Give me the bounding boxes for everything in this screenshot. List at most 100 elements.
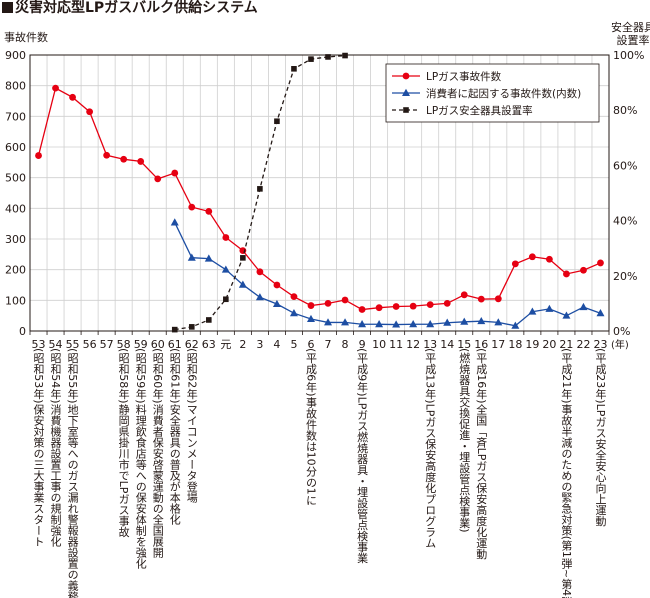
annotation-text: (平成21年)事故半減のための緊急対策(第1弾~第4弾) xyxy=(560,348,573,598)
y-tick-label-right: 60% xyxy=(613,159,637,172)
data-point xyxy=(240,255,246,261)
data-point xyxy=(341,296,349,304)
data-point xyxy=(257,186,263,192)
x-tick-label: 9 xyxy=(359,338,366,351)
data-point xyxy=(171,169,179,177)
x-tick-label: 4 xyxy=(273,338,280,351)
series xyxy=(35,52,605,333)
y-tick-label-left: 800 xyxy=(5,80,26,93)
x-tick-label: 11 xyxy=(389,338,403,351)
data-point xyxy=(494,318,503,326)
x-tick-label: 56 xyxy=(83,338,97,351)
annotation-text: (平成9年)LPガス燃焼器具・埋設管点検事業 xyxy=(356,348,369,563)
data-point xyxy=(402,72,410,80)
data-point xyxy=(375,304,383,312)
data-point xyxy=(597,259,604,267)
series-square xyxy=(171,52,348,333)
data-point xyxy=(409,320,418,328)
data-point xyxy=(375,320,384,328)
data-point xyxy=(528,307,537,315)
data-point xyxy=(221,265,230,273)
y-tick-label-left: 900 xyxy=(5,49,26,62)
data-point xyxy=(409,302,417,310)
annotation-text: (昭和58年)静岡県掛川市でLPガス事故 xyxy=(117,348,130,538)
series-triangle xyxy=(170,218,605,329)
data-point xyxy=(170,218,179,226)
data-point xyxy=(342,52,348,59)
series-circle xyxy=(35,84,604,313)
data-point xyxy=(274,118,280,125)
data-point xyxy=(545,255,553,263)
y-tick-label-right: 80% xyxy=(613,104,637,117)
y-axis-title-right-line1: 安全器具 xyxy=(611,20,650,34)
data-point xyxy=(120,155,128,163)
data-point xyxy=(290,293,298,301)
data-point xyxy=(272,299,281,308)
data-point xyxy=(223,296,229,303)
data-point xyxy=(426,301,434,309)
data-point xyxy=(460,317,469,325)
x-tick-label: 63 xyxy=(202,338,216,351)
chart-title-text: 災害対応型LPガスバルク供給システム xyxy=(15,0,258,16)
x-tick-label: 54 xyxy=(49,338,63,351)
data-point xyxy=(494,295,502,303)
x-tick-label: 2 xyxy=(239,338,246,351)
x-tick-label: 3 xyxy=(256,338,263,351)
x-tick-label: 60 xyxy=(151,338,165,351)
x-tick-label: 14 xyxy=(440,338,454,351)
data-point xyxy=(511,260,519,268)
data-point xyxy=(204,254,213,262)
y-tick-label-left: 0 xyxy=(19,325,26,338)
data-point xyxy=(358,320,367,328)
x-tick-label: 17 xyxy=(491,338,505,351)
data-point xyxy=(291,66,297,72)
annotation-text: (昭和54年)消費機器設置工事の規制強化 xyxy=(49,348,62,547)
data-point xyxy=(206,317,212,323)
annotation-text: (平成16年)全国「斉LPガス保安高度化運動 xyxy=(475,348,488,560)
x-tick-label: 15 xyxy=(457,338,471,351)
data-point xyxy=(187,253,196,261)
y-tick-label-left: 600 xyxy=(5,141,26,154)
x-tick-label: 21 xyxy=(559,338,573,351)
annotation-text: (昭和55年)地下室等へのガス漏れ警報器設置の義務化 xyxy=(66,348,79,598)
data-point xyxy=(460,291,468,299)
data-point xyxy=(443,300,451,307)
annotation-text: (昭和61年)安全器具の普及が本格化 xyxy=(168,348,181,525)
x-tick-label: 22 xyxy=(576,338,590,351)
x-tick-label: 20 xyxy=(542,338,556,351)
data-point xyxy=(392,303,400,310)
x-tick-label: 8 xyxy=(342,338,349,351)
legend-label: LPガス安全器具設置率 xyxy=(426,104,533,117)
data-point xyxy=(426,320,435,328)
data-point xyxy=(511,321,520,329)
y-tick-label-right: 40% xyxy=(613,215,637,228)
x-tick-label: 53 xyxy=(32,338,46,351)
y-tick-label-right: 100% xyxy=(613,49,644,62)
x-tick-label: 58 xyxy=(117,338,131,351)
x-tick-label: 13 xyxy=(423,338,437,351)
annotation-text: (平成13年)LPガス保安高度化プログラム xyxy=(424,348,437,548)
data-point xyxy=(86,108,94,116)
data-point xyxy=(477,316,486,325)
y-tick-label-left: 500 xyxy=(5,172,26,185)
data-point xyxy=(403,107,409,113)
x-tick-label: 55 xyxy=(66,338,80,351)
data-point xyxy=(137,158,145,165)
annotation-text: (昭和62年)マイコンメータ登場 xyxy=(185,348,198,503)
y-axis-title-right-line2: 設置率 xyxy=(617,33,650,47)
x-tick-label: 10 xyxy=(372,338,386,351)
data-point xyxy=(580,266,587,274)
x-tick-label: 57 xyxy=(100,338,114,351)
annotation-text: (燃焼器具交換促進・埋設管点検事業) xyxy=(458,348,471,533)
x-tick-label: 18 xyxy=(508,338,522,351)
data-point xyxy=(545,304,554,312)
data-point xyxy=(562,311,571,319)
data-point xyxy=(238,280,247,288)
data-point xyxy=(289,309,298,317)
x-axis-unit: (年) xyxy=(611,338,629,351)
x-tick-label: 5 xyxy=(290,338,297,351)
x-tick-label: 61 xyxy=(168,338,182,351)
data-point xyxy=(596,309,605,317)
